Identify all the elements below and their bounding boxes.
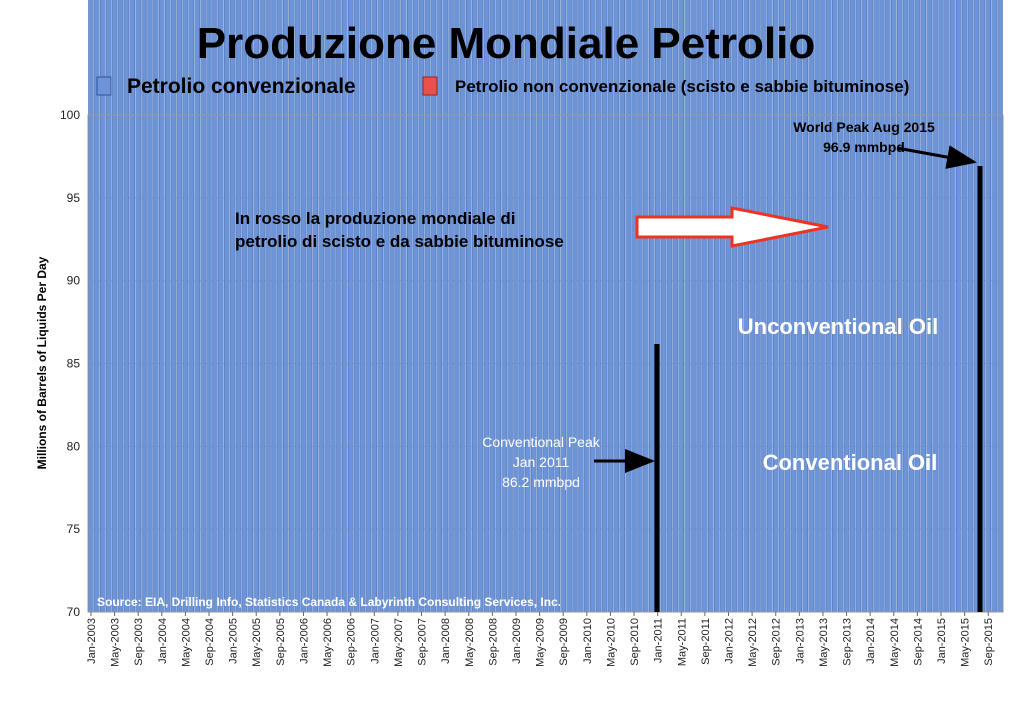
bar-segment bbox=[920, 0, 927, 613]
x-tick-label: Jan-2006 bbox=[298, 618, 310, 664]
bar-segment bbox=[955, 0, 962, 613]
bar-segment bbox=[371, 0, 378, 613]
bar-segment bbox=[961, 0, 968, 613]
annotation: petrolio di scisto e da sabbie bituminos… bbox=[235, 232, 564, 251]
x-tick-label: May-2003 bbox=[110, 618, 122, 667]
x-tick-label: May-2014 bbox=[889, 618, 901, 667]
x-tick-label: Sep-2014 bbox=[912, 618, 924, 666]
x-tick-label: Sep-2012 bbox=[771, 618, 783, 666]
bar-segment bbox=[117, 0, 124, 613]
bar-segment bbox=[950, 0, 956, 613]
x-tick-label: May-2013 bbox=[818, 618, 830, 667]
x-tick-label: Sep-2009 bbox=[558, 618, 570, 666]
bar-segment bbox=[997, 0, 1003, 613]
annotation: Conventional Peak bbox=[482, 434, 601, 450]
bar-segment bbox=[926, 0, 932, 613]
bar-segment bbox=[412, 0, 419, 613]
x-tick-label: Sep-2005 bbox=[275, 618, 287, 666]
bar-segment bbox=[944, 0, 950, 613]
bar-segment bbox=[991, 0, 997, 613]
bar-segment bbox=[908, 0, 915, 613]
x-tick-label: Jan-2003 bbox=[86, 618, 98, 664]
annotation: Conventional Oil bbox=[763, 450, 938, 475]
x-tick-label: Sep-2008 bbox=[487, 618, 499, 666]
bar-segment bbox=[395, 0, 401, 613]
bar-segment bbox=[448, 0, 454, 613]
y-tick-label: 85 bbox=[67, 357, 81, 371]
x-tick-label: Sep-2007 bbox=[417, 618, 429, 666]
x-tick-label: May-2005 bbox=[251, 618, 263, 667]
x-tick-label: Jan-2013 bbox=[794, 618, 806, 664]
legend-label: Petrolio non convenzionale (scisto e sab… bbox=[455, 77, 909, 96]
x-tick-label: Jan-2004 bbox=[157, 618, 169, 664]
annotation: 96.9 mmbpd bbox=[823, 139, 905, 155]
chart-title: Produzione Mondiale Petrolio bbox=[197, 19, 815, 68]
y-axis-label: Millions of Barrels of Liquids Per Day bbox=[35, 256, 49, 469]
bar-segment bbox=[436, 0, 442, 613]
legend-swatch bbox=[422, 76, 438, 96]
x-tick-label: May-2009 bbox=[535, 618, 547, 667]
x-tick-label: Sep-2003 bbox=[133, 618, 145, 666]
bar-segment bbox=[406, 0, 413, 613]
bar-segment bbox=[88, 0, 94, 613]
legend-swatch bbox=[96, 76, 112, 96]
x-tick-label: May-2004 bbox=[180, 618, 192, 667]
annotation: In rosso la produzione mondiale di bbox=[235, 209, 516, 228]
x-tick-label: May-2010 bbox=[605, 618, 617, 667]
x-tick-label: Sep-2010 bbox=[629, 618, 641, 666]
bar-segment bbox=[377, 0, 383, 613]
y-tick-label: 70 bbox=[67, 605, 81, 619]
x-tick-label: Jan-2014 bbox=[865, 618, 877, 664]
bar-segment bbox=[932, 0, 938, 613]
bar-segment bbox=[359, 0, 366, 613]
arrow bbox=[896, 145, 977, 169]
x-tick-label: May-2011 bbox=[676, 618, 688, 666]
x-tick-label: Jan-2012 bbox=[724, 618, 736, 664]
x-tick-label: Jan-2015 bbox=[936, 618, 948, 664]
x-tick-label: May-2008 bbox=[464, 618, 476, 667]
source-note: Source: EIA, Drilling Info, Statistics C… bbox=[97, 595, 561, 609]
x-tick-label: Jan-2007 bbox=[369, 618, 381, 664]
bar-segment bbox=[938, 0, 944, 613]
bar-segment bbox=[383, 0, 389, 613]
bar-segment bbox=[442, 0, 448, 613]
x-tick-label: Jan-2010 bbox=[582, 618, 594, 664]
x-tick-label: May-2015 bbox=[960, 618, 972, 667]
bar-segment bbox=[389, 0, 395, 613]
x-tick-label: Sep-2004 bbox=[204, 618, 216, 666]
y-tick-label: 80 bbox=[67, 439, 81, 453]
x-tick-label: May-2007 bbox=[393, 618, 405, 667]
plot-frame bbox=[87, 114, 1004, 613]
y-tick-label: 75 bbox=[67, 522, 81, 536]
bar-segment bbox=[967, 0, 974, 613]
x-tick-label: Sep-2013 bbox=[842, 618, 854, 666]
arrow bbox=[635, 206, 829, 248]
x-tick-label: May-2006 bbox=[322, 618, 334, 667]
y-tick-label: 100 bbox=[60, 108, 80, 122]
legend-label: Petrolio convenzionale bbox=[127, 75, 356, 98]
x-tick-label: Sep-2015 bbox=[983, 618, 995, 666]
bar-segment bbox=[111, 0, 118, 613]
x-tick-label: Jan-2008 bbox=[440, 618, 452, 664]
annotation: 86.2 mmbpd bbox=[502, 474, 580, 490]
bar-segment bbox=[401, 0, 407, 613]
y-tick-label: 95 bbox=[67, 191, 81, 205]
x-tick-label: Jan-2005 bbox=[228, 618, 240, 664]
x-tick-label: Jan-2011 bbox=[653, 618, 665, 663]
x-tick-label: May-2012 bbox=[747, 618, 759, 667]
annotation: Jan 2011 bbox=[513, 454, 570, 470]
bar-segment bbox=[365, 0, 372, 613]
x-tick-label: Jan-2009 bbox=[511, 618, 523, 664]
bar-segment bbox=[914, 0, 921, 613]
x-tick-label: Sep-2011 bbox=[700, 618, 712, 665]
annotation: Unconventional Oil bbox=[738, 314, 938, 339]
bar-segment bbox=[985, 0, 991, 613]
y-tick-label: 90 bbox=[67, 274, 81, 288]
annotation: World Peak Aug 2015 bbox=[793, 119, 935, 135]
x-tick-label: Sep-2006 bbox=[346, 618, 358, 666]
